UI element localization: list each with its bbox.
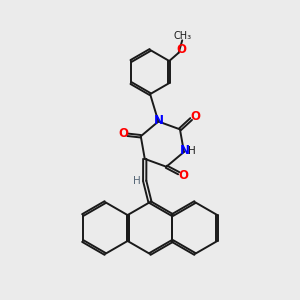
Text: N: N — [153, 114, 164, 127]
Text: CH₃: CH₃ — [173, 31, 191, 41]
Text: O: O — [190, 110, 200, 124]
Text: N: N — [179, 144, 190, 157]
Text: H: H — [133, 176, 140, 186]
Text: H: H — [188, 146, 196, 156]
Text: O: O — [176, 43, 186, 56]
Text: O: O — [178, 169, 188, 182]
Text: O: O — [118, 127, 128, 140]
